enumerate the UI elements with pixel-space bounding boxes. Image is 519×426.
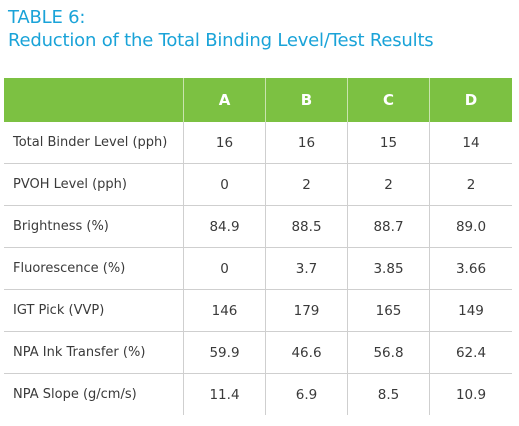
cell-b: 3.7: [266, 248, 348, 290]
row-label: Fluorescence (%): [4, 248, 184, 290]
cell-a: 59.9: [184, 332, 266, 374]
cell-c: 56.8: [348, 332, 430, 374]
header-cell-b: B: [266, 78, 348, 122]
header-cell-c: C: [348, 78, 430, 122]
table-title: Reduction of the Total Binding Level/Tes…: [8, 30, 434, 51]
table-row: Total Binder Level (pph) 16 16 15 14: [4, 122, 512, 164]
cell-a: 146: [184, 290, 266, 332]
table-row: Brightness (%) 84.9 88.5 88.7 89.0: [4, 206, 512, 248]
row-label: NPA Slope (g/cm/s): [4, 374, 184, 415]
cell-b: 2: [266, 164, 348, 206]
header-row: A B C D: [4, 78, 512, 122]
row-label: Brightness (%): [4, 206, 184, 248]
cell-b: 179: [266, 290, 348, 332]
cell-a: 0: [184, 164, 266, 206]
cell-b: 88.5: [266, 206, 348, 248]
cell-a: 11.4: [184, 374, 266, 415]
cell-d: 62.4: [430, 332, 512, 374]
table-row: PVOH Level (pph) 0 2 2 2: [4, 164, 512, 206]
cell-c: 15: [348, 122, 430, 164]
table-row: NPA Ink Transfer (%) 59.9 46.6 56.8 62.4: [4, 332, 512, 374]
cell-c: 3.85: [348, 248, 430, 290]
cell-c: 165: [348, 290, 430, 332]
row-label: Total Binder Level (pph): [4, 122, 184, 164]
cell-d: 10.9: [455, 386, 487, 403]
cell-d: 3.66: [430, 248, 512, 290]
cell-d: 89.0: [430, 206, 512, 248]
row-label: PVOH Level (pph): [4, 164, 184, 206]
row-label: NPA Ink Transfer (%): [4, 332, 184, 374]
header-cell-a: A: [184, 78, 266, 122]
cell-c: 8.5: [348, 374, 430, 415]
cell-a: 16: [184, 122, 266, 164]
header-cell-corner: [4, 78, 184, 122]
table-heading: TABLE 6: Reduction of the Total Binding …: [8, 6, 434, 52]
cell-d: 14: [430, 122, 512, 164]
cell-b: 16: [266, 122, 348, 164]
cell-b: 46.6: [266, 332, 348, 374]
cell-c: 2: [348, 164, 430, 206]
row-label: IGT Pick (VVP): [4, 290, 184, 332]
cell-d: 2: [430, 164, 512, 206]
cell-a: 0: [184, 248, 266, 290]
results-table: A B C D Total Binder Level (pph) 16 16 1…: [4, 78, 512, 415]
table-label: TABLE 6:: [8, 7, 86, 28]
table-row: IGT Pick (VVP) 146 179 165 149: [4, 290, 512, 332]
table-row: Fluorescence (%) 0 3.7 3.85 3.66: [4, 248, 512, 290]
cell-c: 88.7: [348, 206, 430, 248]
header-cell-d: D: [430, 78, 512, 122]
table-row: NPA Slope (g/cm/s) 11.4 6.9 8.5 10.9: [4, 374, 512, 415]
cell-b: 6.9: [266, 374, 348, 415]
cell-a: 84.9: [184, 206, 266, 248]
cell-d: 149: [430, 290, 512, 332]
